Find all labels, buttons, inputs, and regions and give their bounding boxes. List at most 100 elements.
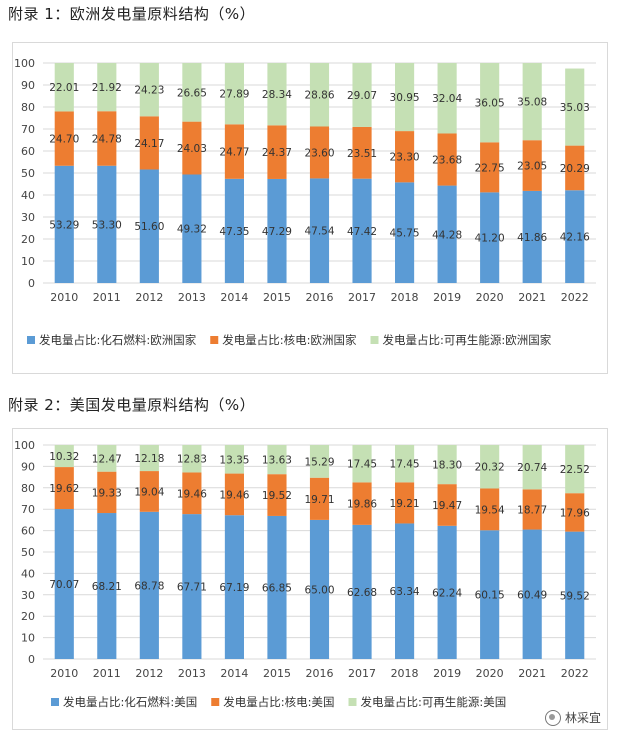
bar-segment <box>97 111 117 166</box>
bar-segment <box>437 525 457 659</box>
x-tick-label: 2020 <box>476 291 504 304</box>
data-label: 18.77 <box>517 504 547 516</box>
x-tick-label: 2019 <box>433 667 461 680</box>
y-tick-label: 80 <box>21 101 35 114</box>
data-label: 67.71 <box>177 582 207 594</box>
data-label: 19.04 <box>134 486 164 498</box>
bar-segment <box>97 444 117 472</box>
data-label: 24.70 <box>49 134 79 146</box>
x-tick-label: 2019 <box>433 291 461 304</box>
legend-label: 发电量占比:核电:欧洲国家 <box>222 333 357 347</box>
bar-segment <box>224 178 244 283</box>
bar-segment <box>395 63 415 132</box>
bar-segment <box>224 445 244 474</box>
legend-swatch <box>348 698 357 706</box>
data-label: 19.46 <box>219 489 249 501</box>
data-label: 44.28 <box>432 229 462 241</box>
bar-segment <box>352 445 372 483</box>
y-tick-label: 50 <box>21 167 35 180</box>
bar-segment <box>352 524 372 659</box>
y-tick-label: 0 <box>28 653 35 666</box>
x-tick-label: 2021 <box>518 291 546 304</box>
bar-segment <box>565 445 585 494</box>
data-label: 65.00 <box>304 584 334 596</box>
bar-segment <box>565 531 585 659</box>
bar-segment <box>309 126 330 179</box>
data-label: 53.30 <box>92 219 122 231</box>
y-tick-label: 60 <box>21 525 35 538</box>
data-label: 24.17 <box>134 138 164 150</box>
data-label: 12.47 <box>92 453 122 465</box>
data-label: 20.32 <box>475 462 505 474</box>
x-tick-label: 2022 <box>561 667 589 680</box>
bar-segment <box>352 126 372 179</box>
data-label: 19.52 <box>262 490 292 502</box>
data-label: 41.20 <box>475 233 505 245</box>
y-tick-label: 30 <box>21 589 35 602</box>
bar-segment <box>437 185 457 283</box>
data-label: 29.07 <box>347 90 377 102</box>
bar-segment <box>267 474 287 516</box>
x-tick-label: 2010 <box>50 291 78 304</box>
x-tick-label: 2021 <box>518 667 546 680</box>
data-label: 32.04 <box>432 93 462 105</box>
y-tick-label: 100 <box>14 439 35 452</box>
chart-1-container: 0 10 20 30 40 50 60 70 80 90 100 53.29 24.70 22.01 201… <box>12 42 608 374</box>
bar-segment <box>267 125 287 179</box>
y-tick-label: 50 <box>21 546 35 559</box>
legend-swatch <box>210 336 219 344</box>
y-tick-label: 0 <box>28 277 35 290</box>
chart-2-title: 附录 2：美国发电量原料结构（%） <box>8 396 256 414</box>
bar-segment <box>480 444 500 489</box>
data-label: 59.52 <box>560 590 590 602</box>
bar-segment <box>522 529 542 659</box>
data-label: 10.32 <box>49 451 79 463</box>
bar-segment <box>139 63 159 117</box>
data-label: 22.52 <box>560 464 590 476</box>
data-label: 23.68 <box>432 155 462 167</box>
data-label: 17.45 <box>390 459 420 471</box>
x-tick-label: 2012 <box>135 667 163 680</box>
bar-segment <box>309 519 330 659</box>
y-tick-label: 10 <box>21 632 35 645</box>
y-tick-label: 70 <box>21 123 35 136</box>
data-label: 22.75 <box>475 162 505 174</box>
bar-segment <box>97 471 117 514</box>
bar-segment <box>54 444 74 468</box>
bar-segment <box>480 488 500 531</box>
y-tick-label: 90 <box>21 460 35 473</box>
bar-segment <box>565 145 585 191</box>
legend-swatch <box>211 698 220 706</box>
bar-segment <box>267 178 287 283</box>
y-tick-label: 80 <box>21 482 35 495</box>
legend-label: 发电量占比:化石燃料:欧洲国家 <box>39 333 197 347</box>
data-label: 20.74 <box>517 462 547 474</box>
bar-segment <box>395 182 415 283</box>
bar-segment <box>182 174 202 283</box>
bar-segment <box>139 116 159 170</box>
bar-segment <box>97 165 117 283</box>
bar-segment <box>395 445 415 483</box>
data-label: 49.32 <box>177 224 207 236</box>
data-label: 19.47 <box>432 500 462 512</box>
data-label: 68.21 <box>92 581 122 593</box>
legend-swatch <box>27 336 35 344</box>
data-label: 51.60 <box>134 221 164 233</box>
data-label: 19.54 <box>475 504 505 516</box>
data-label: 13.63 <box>262 455 292 467</box>
data-label: 47.54 <box>304 226 334 238</box>
bar-segment <box>54 509 74 659</box>
data-label: 24.23 <box>134 85 164 97</box>
x-tick-label: 2018 <box>391 667 419 680</box>
data-label: 41.86 <box>517 232 547 244</box>
data-label: 36.05 <box>475 98 505 110</box>
data-label: 47.42 <box>347 226 377 238</box>
data-label: 67.19 <box>219 582 249 594</box>
data-label: 23.30 <box>390 152 420 164</box>
bar-segment <box>565 68 585 146</box>
data-label: 13.35 <box>219 454 249 466</box>
data-label: 42.16 <box>560 232 590 244</box>
legend-label: 发电量占比:化石燃料:美国 <box>63 695 197 709</box>
data-label: 12.18 <box>134 453 164 465</box>
chart-2-container: 0 10 20 30 40 50 60 70 80 90 100 70.07 19.62 10.32 201… <box>12 428 608 730</box>
